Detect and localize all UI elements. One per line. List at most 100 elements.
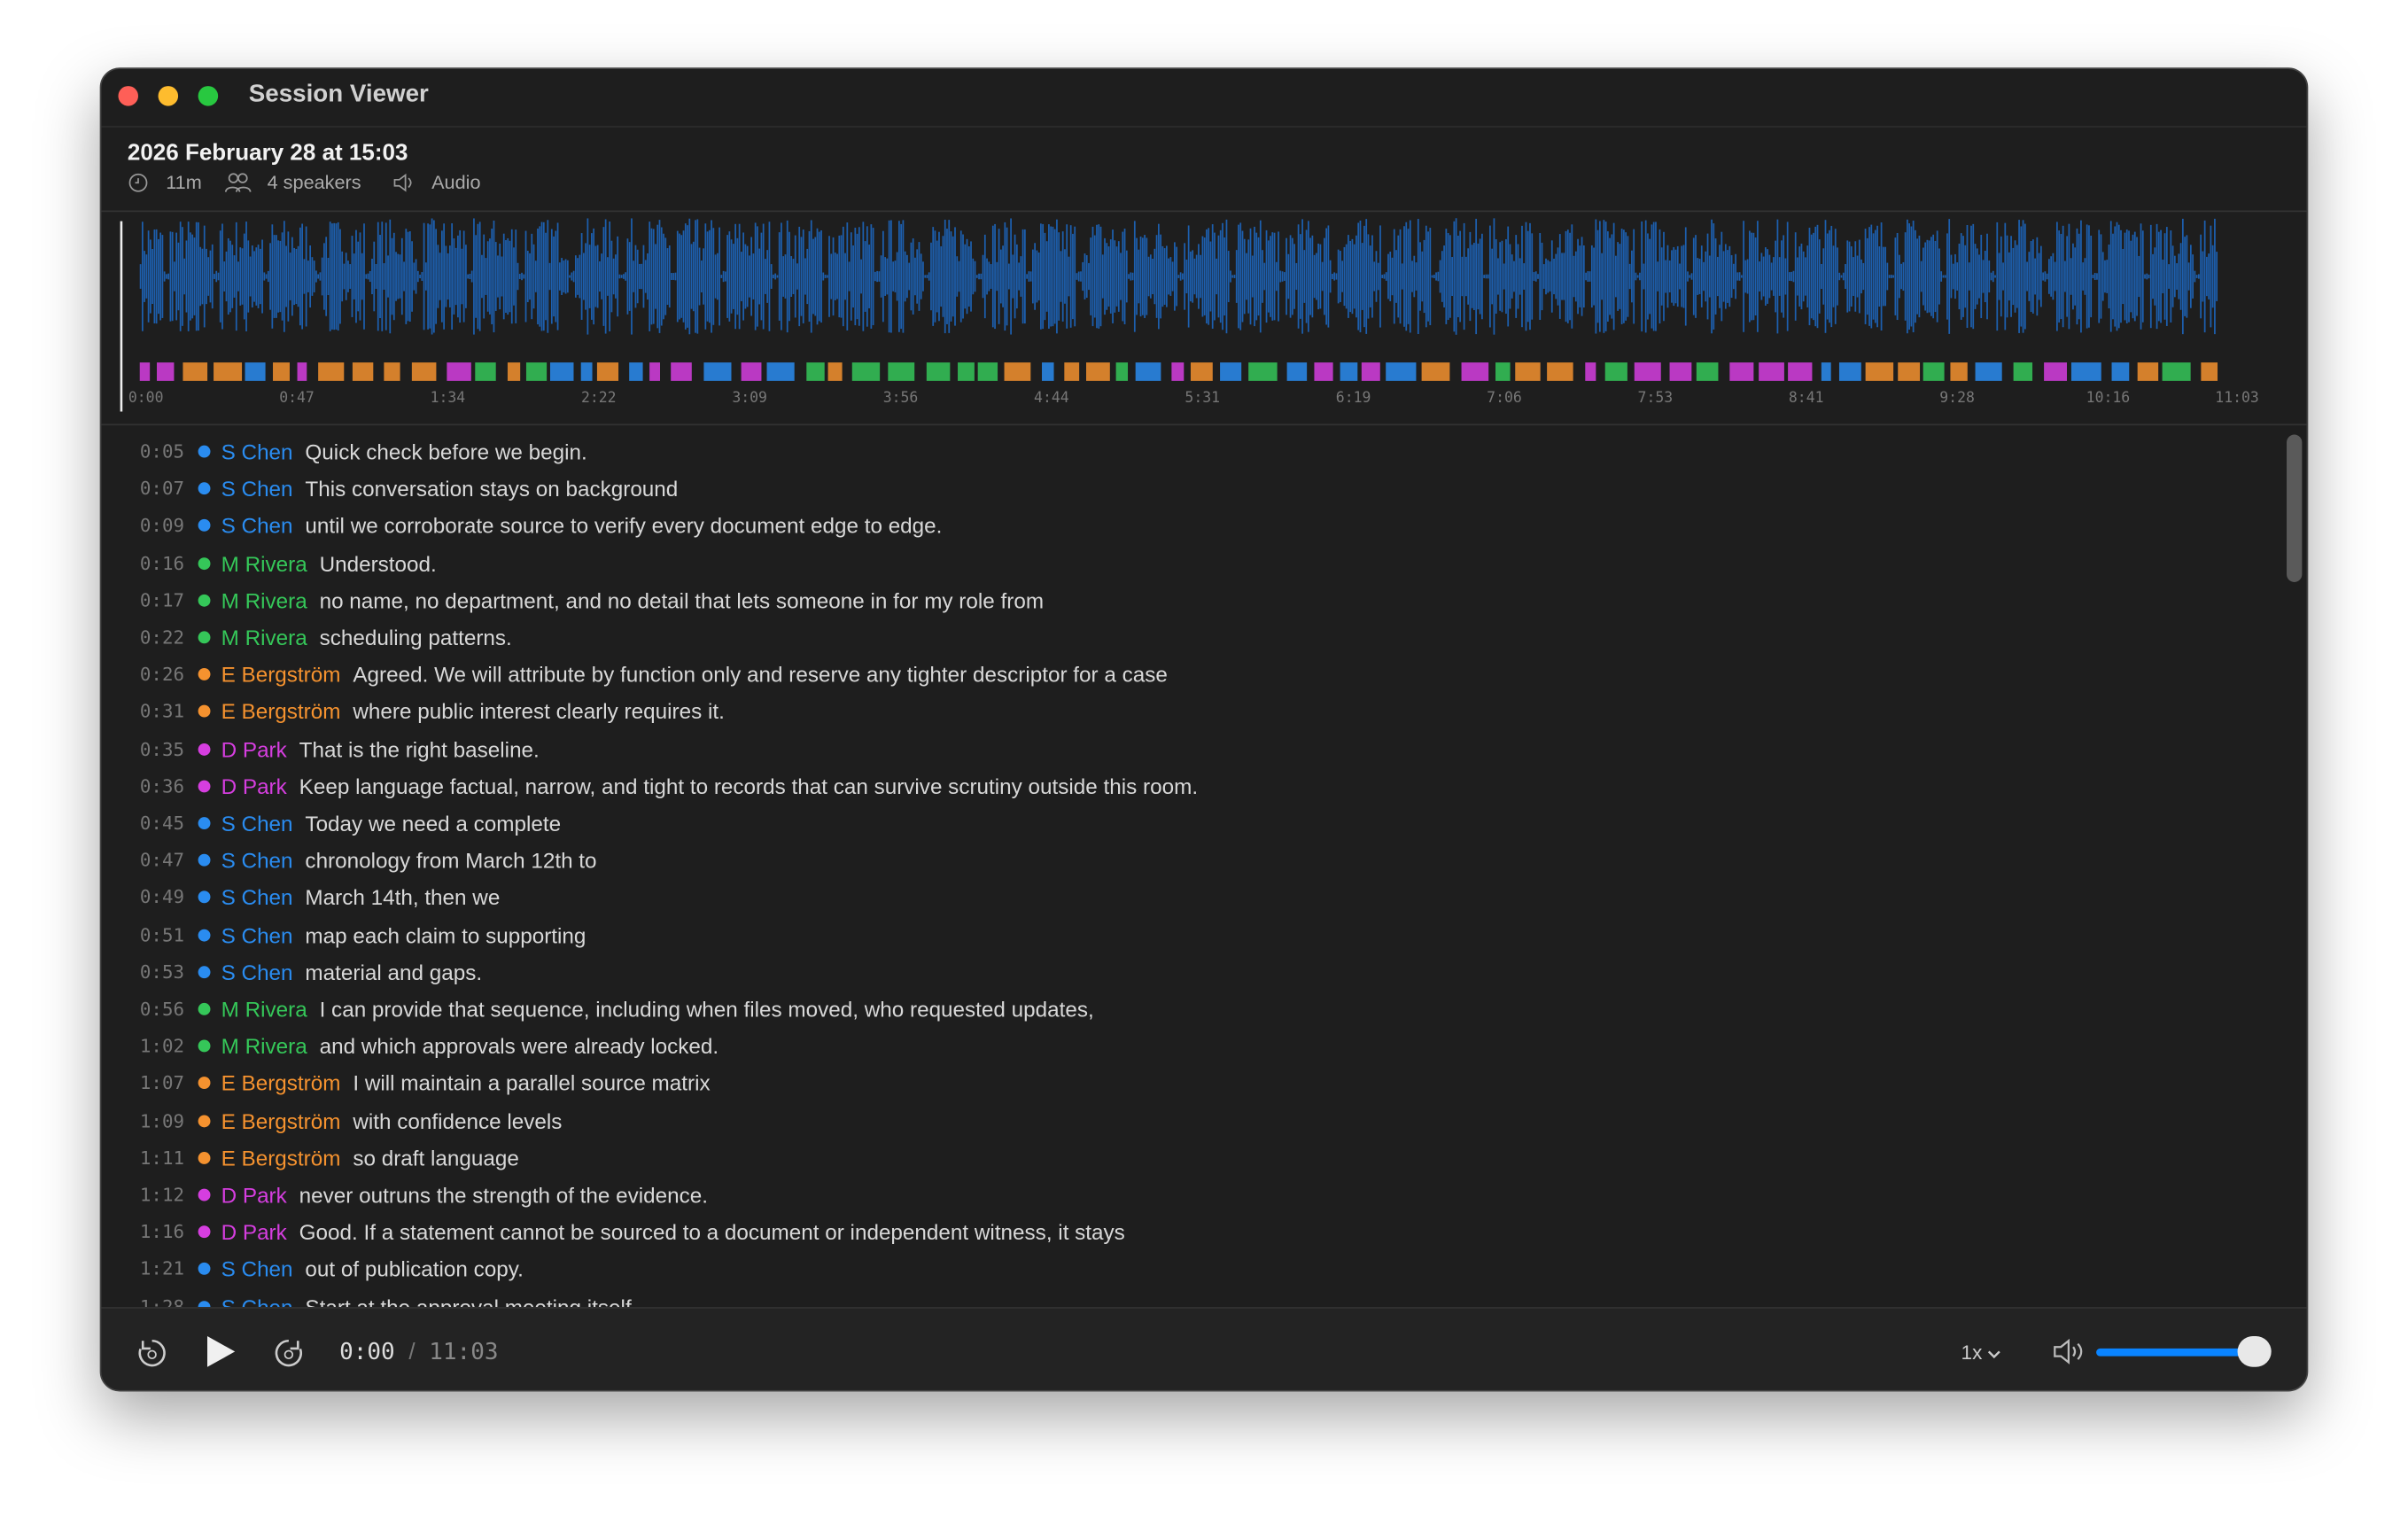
zoom-button[interactable] (198, 86, 219, 106)
transcript-row[interactable]: 0:36 D Park Keep language factual, narrow,… (136, 769, 1199, 803)
waveform-bar (206, 248, 207, 305)
transcript-row[interactable]: 0:17 M Rivera no name, no department, and … (136, 583, 1044, 617)
waveform-bar (1923, 247, 1924, 306)
transcript-row[interactable]: 0:07 S Chen This conversation stays on bac… (136, 471, 679, 505)
waveform-bar (363, 223, 365, 330)
transcript-row[interactable]: 0:53 S Chen material and gaps. (136, 955, 483, 989)
transcript-row[interactable]: 1:28 S Chen Start at the approval meeting … (136, 1289, 638, 1308)
waveform-bar (1295, 262, 1298, 291)
waveform-bar (166, 274, 167, 279)
waveform-bar (1443, 245, 1445, 307)
skip-forward-button[interactable] (274, 1338, 305, 1369)
waveform-bar (221, 223, 223, 330)
waveform-bar (305, 226, 307, 327)
waveform-bar (1093, 235, 1096, 318)
scrollbar[interactable] (2287, 434, 2303, 582)
waveform-bar (175, 232, 178, 321)
waveform-bar (1291, 237, 1293, 315)
waveform-bar (1996, 222, 1999, 331)
utterance: map each claim to supporting (305, 922, 586, 947)
transcript-row[interactable]: 0:05 S Chen Quick check before we begin. (136, 435, 587, 469)
transcript-row[interactable]: 0:47 S Chen chronology from March 12th to (136, 844, 597, 877)
waveform-bar (642, 245, 645, 308)
waveform-bar (626, 238, 629, 315)
timestamp: 0:47 (139, 849, 185, 872)
transcript-row[interactable]: 0:51 S Chen map each claim to supporting (136, 918, 586, 952)
transcript-row[interactable]: 1:21 S Chen out of publication copy. (136, 1252, 524, 1286)
waveform-bar (1679, 263, 1681, 290)
waveform-bar (1620, 229, 1623, 324)
waveform-bar (674, 272, 677, 281)
waveform[interactable]: 0:00 0:47 1:34 2:22 3:09 3:56 4:44 5:31 6:19 7:06… (101, 212, 2308, 424)
waveform-bar (966, 238, 968, 315)
waveform-bar (335, 223, 338, 330)
waveform-bar (930, 242, 932, 311)
waveform-bar (2210, 225, 2212, 328)
waveform-bar (317, 274, 320, 279)
speed-menu[interactable]: 1x (1961, 1341, 2002, 1364)
waveform-bar (303, 259, 306, 294)
waveform-bar (1139, 236, 1142, 317)
waveform-bar (1687, 271, 1689, 282)
transcript-row[interactable]: 1:09 E Bergström with confidence levels (136, 1104, 563, 1138)
waveform-bar (1032, 249, 1034, 304)
transcript-row[interactable]: 0:16 M Rivera Understood. (136, 546, 437, 579)
transcript-row[interactable]: 0:45 S Chen Today we need a complete (136, 806, 562, 840)
transcript-row[interactable]: 1:16 D Park Good. If a statement cannot be… (136, 1215, 1125, 1248)
waveform-bar (1084, 253, 1086, 299)
transcript-row[interactable]: 1:02 M Rivera and which approvals were alr… (136, 1030, 719, 1063)
waveform-bar (634, 245, 637, 308)
transcript-row[interactable]: 0:35 D Park That is the right baseline. (136, 732, 540, 766)
close-button[interactable] (118, 86, 139, 106)
waveform-bar (2020, 226, 2023, 327)
waveform-bar (1954, 253, 1956, 299)
waveform-bar (2178, 253, 2180, 299)
waveform-bar (639, 263, 641, 290)
waveform-bar (1131, 272, 1134, 281)
transcript-row[interactable]: 0:09 S Chen until we corroborate source to… (136, 509, 943, 542)
transcript: 0:05 S Chen Quick check before we begin. 0:… (101, 435, 2281, 1308)
waveform-bar (571, 272, 573, 281)
waveform-bar (153, 229, 156, 323)
transcript-row[interactable]: 0:26 E Bergström Agreed. We will attribute… (136, 657, 1168, 691)
play-button[interactable] (205, 1334, 238, 1371)
timeline-label: 7:53 (1638, 389, 1674, 406)
transcript-row[interactable]: 0:22 M Rivera scheduling patterns. (136, 620, 512, 654)
waveform-bar (1052, 226, 1054, 327)
waveform-bar (1349, 240, 1352, 313)
waveform-bar (1882, 246, 1884, 307)
transcript-row[interactable]: 0:56 M Rivera I can provide that sequence,… (136, 992, 1094, 1026)
speaker-name: S Chen (221, 1294, 293, 1308)
skip-back-button[interactable] (136, 1338, 167, 1369)
waveform-bar (2211, 245, 2214, 308)
transcript-row[interactable]: 1:11 E Bergström so draft language (136, 1141, 519, 1175)
transcript-row[interactable]: 1:12 D Park never outruns the strength of … (136, 1178, 709, 1212)
transcript-row[interactable]: 0:49 S Chen March 14th, then we (136, 881, 501, 914)
waveform-bar (628, 242, 631, 311)
waveform-bar (1848, 241, 1851, 312)
waveform-bar (1888, 275, 1891, 278)
timestamp: 0:22 (139, 626, 185, 649)
volume-slider[interactable] (2096, 1348, 2257, 1357)
waveform-bar (443, 223, 445, 330)
speaker-segment (1064, 362, 1080, 381)
speaker-segment (1604, 362, 1627, 381)
speaker-segment (2013, 362, 2033, 381)
waveform-bar (1435, 272, 1437, 281)
waveform-bar (593, 228, 594, 325)
waveform-bar (331, 223, 333, 330)
waveform-bar (301, 223, 303, 330)
transcript-row[interactable]: 0:31 E Bergström where public interest cle… (136, 695, 725, 728)
transcript-row[interactable]: 1:07 E Bergström I will maintain a paralle… (136, 1067, 711, 1100)
waveform-bar (1074, 226, 1076, 327)
minimize-button[interactable] (158, 86, 179, 106)
volume-icon[interactable] (2052, 1338, 2089, 1365)
waveform-bar (2124, 232, 2126, 321)
waveform-bar (1813, 232, 1814, 321)
volume-knob[interactable] (2237, 1336, 2272, 1367)
speaker-name: S Chen (221, 960, 293, 984)
waveform-bar (798, 226, 801, 327)
speaker-segment (2162, 362, 2191, 381)
timeline-label: 9:28 (1939, 389, 1975, 406)
waveform-bar (2023, 223, 2026, 330)
